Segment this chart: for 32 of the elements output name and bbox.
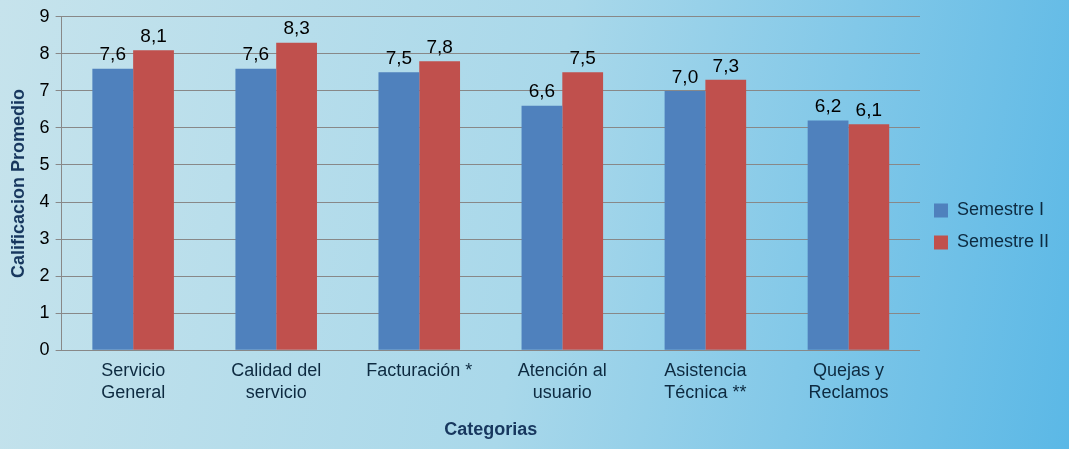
data-label: 8,1: [140, 24, 167, 46]
data-label: 8,3: [283, 17, 310, 39]
x-tick-label: Atención al usuario: [517, 359, 607, 402]
x-axis-title: Categorias: [444, 419, 538, 440]
y-tick-label: 9: [39, 5, 50, 26]
y-tick-label: 4: [39, 190, 50, 211]
data-label: 7,6: [99, 43, 126, 65]
legend-label: Semestre I: [956, 199, 1044, 220]
y-tick-label: 1: [39, 302, 50, 323]
x-tick-label: Calidad del servicio: [231, 359, 322, 402]
x-tick-label: Servicio General: [101, 359, 166, 402]
data-label: 7,6: [242, 43, 270, 65]
data-label: 6,1: [855, 98, 883, 120]
data-label: 7,0: [671, 65, 699, 87]
data-label: 7,8: [426, 35, 453, 57]
data-label: 7,3: [712, 54, 739, 76]
data-label: 7,5: [385, 47, 413, 69]
x-tick-label: Facturación *: [366, 359, 473, 380]
y-tick-label: 7: [39, 79, 50, 100]
y-tick-label: 6: [39, 116, 50, 137]
data-label: 6,6: [528, 80, 556, 102]
y-tick-label: 3: [39, 228, 50, 249]
x-tick-label: Asistencia Técnica **: [664, 359, 748, 402]
y-tick-label: 0: [39, 339, 50, 360]
y-axis-title: Calificacion Promedio: [7, 88, 28, 279]
legend-label: Semestre II: [956, 231, 1049, 252]
x-tick-label: Quejas y Reclamos: [808, 359, 889, 402]
y-tick-label: 8: [39, 42, 50, 63]
y-tick-label: 2: [39, 265, 50, 286]
data-label: 7,5: [569, 47, 596, 69]
y-tick-label: 5: [39, 153, 50, 174]
data-label: 6,2: [814, 95, 842, 117]
